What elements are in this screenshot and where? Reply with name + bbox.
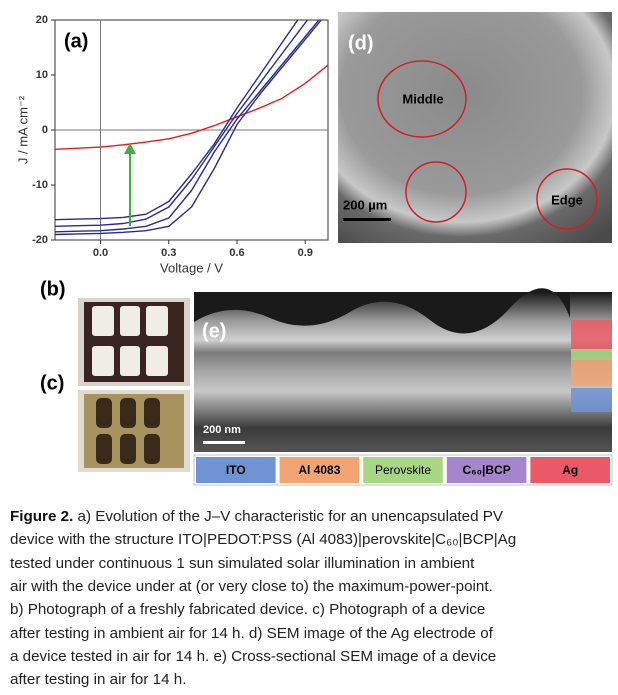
layer-swatch [279, 457, 360, 483]
layer-swatch [530, 457, 610, 483]
caption-line: tested under continuous 1 sun simulated … [10, 554, 475, 572]
sem-image [194, 292, 612, 452]
layer-swatch [446, 457, 527, 483]
device-photo [78, 298, 190, 386]
sem-surface [194, 288, 570, 334]
region-label: Middle [402, 91, 443, 106]
device-photo [78, 390, 190, 472]
caption-text: a) Evolution of the J–V characteristic f… [77, 508, 504, 525]
y-tick-label: -10 [32, 179, 48, 191]
layer-label: Perovskite [375, 463, 431, 477]
caption-line: after testing in air for 14 h. [10, 671, 187, 689]
region-circle [377, 60, 467, 138]
layer-label: C₆₀|BCP [462, 463, 510, 477]
layer-label: Al 4083 [298, 463, 340, 477]
caption-line: Figure 2. a) Evolution of the J–V charac… [10, 508, 503, 525]
x-tick-label: 0.6 [229, 247, 244, 259]
region-circle [536, 168, 598, 230]
x-tick-label: 0.3 [161, 247, 176, 259]
y-tick-label: 0 [42, 124, 48, 136]
layer-swatch [363, 457, 443, 483]
region-label: Edge [551, 192, 583, 207]
jv-curve [55, 20, 320, 233]
layer-swatch [196, 457, 276, 483]
x-tick-label: 0.9 [298, 247, 313, 259]
layer-strip [571, 360, 612, 386]
jv-curve [55, 20, 323, 236]
panel-label: (a) [64, 30, 88, 52]
x-tick-label: 0.0 [93, 247, 108, 259]
jv-curve [55, 20, 309, 227]
layer-label: ITO [226, 463, 246, 477]
jv-curve [55, 64, 328, 150]
layer-label: Ag [562, 463, 578, 477]
y-axis-label: J / mA cm⁻² [15, 95, 30, 164]
caption-label: Figure 2. [10, 508, 74, 525]
caption-line: after testing in ambient air for 14 h. d… [10, 624, 493, 642]
caption-line: b) Photograph of a freshly fabricated de… [10, 601, 486, 619]
scale-bar [343, 218, 391, 221]
caption-line: device with the structure ITO|PEDOT:PSS … [10, 531, 517, 549]
x-axis-label: Voltage / V [160, 260, 223, 275]
caption-line: air with the device under at (or very cl… [10, 577, 493, 595]
layer-strip [571, 349, 612, 360]
y-tick-label: -20 [32, 234, 48, 246]
region-circle [405, 161, 467, 223]
layer-strip [571, 320, 612, 349]
figure-panels: (a) (d) Middle Edge 200 µm (b) (c) (e) 2… [15, 12, 613, 486]
sem-image [338, 12, 612, 243]
plot-area [55, 20, 328, 236]
y-tick-label: 20 [36, 14, 48, 26]
panel-label: (d) [348, 32, 374, 54]
panel-label: (b) [40, 278, 66, 300]
panel-label: (e) [202, 320, 226, 342]
scale-label: 200 nm [203, 424, 241, 436]
scale-label: 200 µm [343, 197, 387, 212]
jv-curve [55, 20, 299, 221]
layer-strip [571, 388, 612, 412]
scale-bar [203, 441, 245, 444]
y-tick-label: 10 [36, 69, 48, 81]
caption-line: a device tested in air for 14 h. e) Cros… [10, 647, 497, 665]
arrow-head [124, 143, 136, 154]
panel-label: (c) [40, 372, 64, 394]
